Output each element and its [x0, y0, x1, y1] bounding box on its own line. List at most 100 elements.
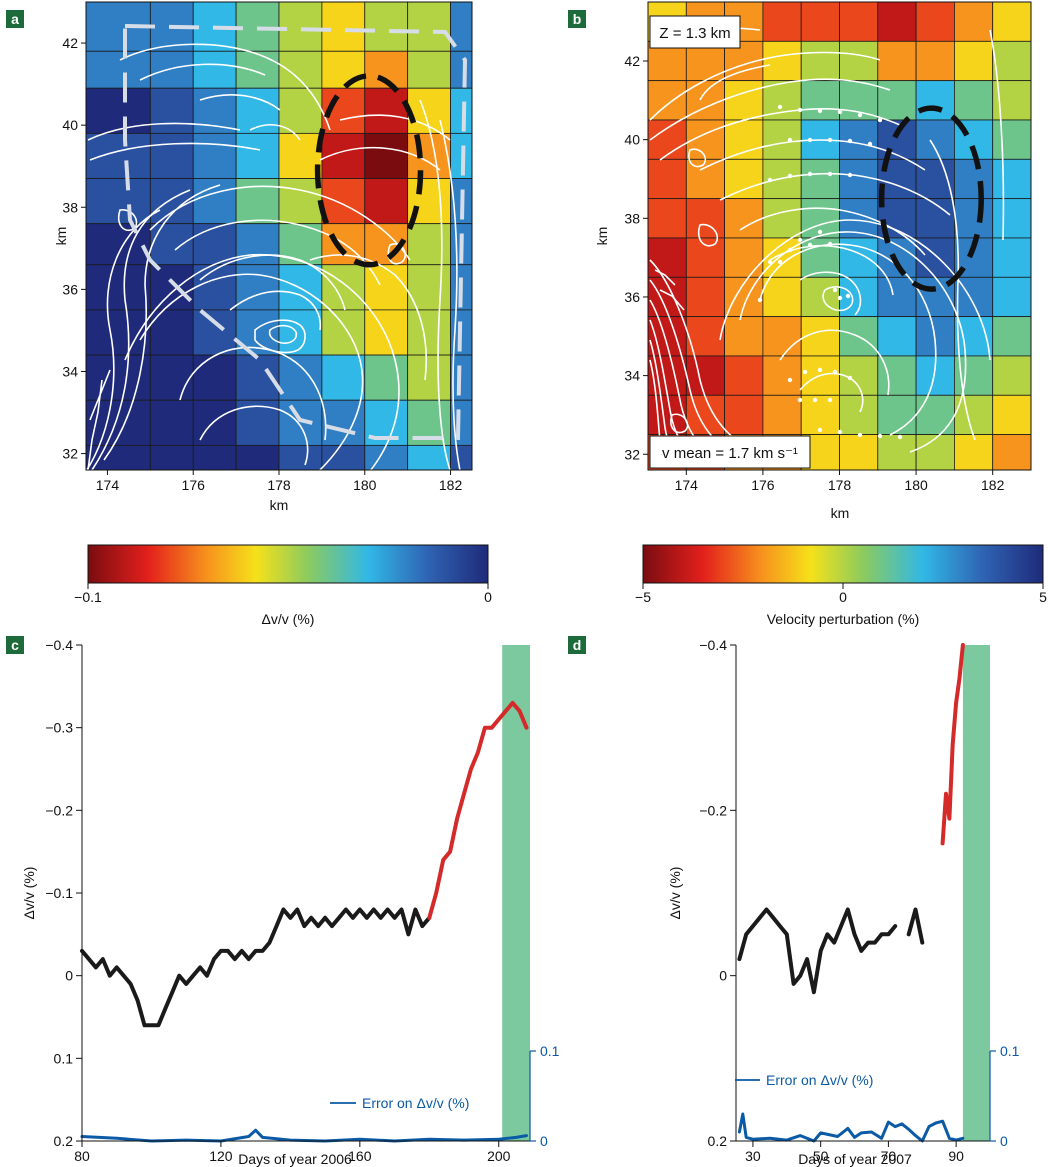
contour-marker: [767, 177, 773, 183]
right-tick-label: 0: [540, 1133, 548, 1149]
heatmap-cell: [647, 119, 687, 160]
panel-label-b: b: [568, 10, 586, 28]
heatmap-cell: [235, 264, 280, 311]
y-tick-label: 34: [62, 363, 78, 379]
panel-a-x-ticks: 174 176 178 180 182: [96, 470, 462, 493]
panel-b-y-ticks: 32 34 36 38 40 42: [624, 53, 648, 462]
contour-marker: [845, 293, 851, 299]
colorbar-b-ticks: −5 0 5: [635, 583, 1047, 605]
heatmap-cell: [192, 354, 237, 401]
heatmap-cell: [278, 399, 323, 446]
contour-marker: [797, 237, 803, 243]
contour-marker: [827, 137, 833, 143]
contour-marker: [787, 137, 793, 143]
heatmap-cell: [647, 198, 687, 239]
heatmap-cell: [278, 132, 323, 179]
heatmap-cell: [647, 158, 687, 200]
heatmap-cell: [85, 132, 151, 179]
heatmap-cell: [235, 444, 280, 471]
colorbar-a-label: Δv/v (%): [262, 611, 315, 627]
heatmap-cell: [992, 237, 1032, 278]
heatmap-cell: [85, 87, 151, 134]
colorbar-b-gradient: [642, 544, 1044, 584]
panel-b-map: Z = 1.3 km v mean = 1.7 km s⁻¹ 174 176 178…: [594, 1, 1032, 521]
heatmap-cell: [192, 444, 237, 471]
panel-a-map: 174 176 178 180 182 32 34 36 38 40 42 km km: [53, 1, 473, 513]
panel-c-timeseries: 80 120 160 200 −0.4 −0.3 −0.2 −0.1 0 0.1 0.2 0.1 0 E…: [21, 637, 560, 1167]
colorbar-tick-label: −0.1: [74, 589, 102, 605]
heatmap-cell: [235, 178, 280, 225]
contour-marker: [817, 108, 823, 114]
contour-marker: [827, 397, 833, 403]
heatmap-cell: [364, 132, 409, 179]
panel-b-anomaly-ellipse: [878, 105, 984, 292]
contour-marker: [847, 172, 853, 178]
contour-marker: [832, 369, 838, 375]
colorbar-a-gradient: [87, 544, 489, 584]
heatmap-cell: [839, 158, 879, 200]
y-tick-label: 38: [62, 199, 78, 215]
heatmap-cell: [149, 223, 194, 266]
y-tick-label: 0: [65, 968, 73, 984]
heatmap-cell: [192, 132, 237, 179]
heatmap-cell: [954, 80, 994, 121]
heatmap-cell: [762, 355, 802, 396]
contour-marker: [777, 259, 783, 265]
heatmap-cell: [149, 87, 194, 134]
heatmap-cell: [321, 309, 366, 356]
panel-b-depth-label: Z = 1.3 km: [659, 25, 730, 42]
panel-b-contour-markers: [757, 104, 903, 440]
panel-a-dashed-outline: [123, 23, 468, 440]
dv-series-line: [906, 907, 925, 945]
contour-marker: [807, 242, 813, 248]
x-tick-label: 178: [828, 477, 852, 493]
heatmap-cell: [915, 434, 955, 471]
heatmap-cell: [915, 158, 955, 200]
y-tick-label: −0.4: [45, 637, 73, 653]
panel-c-xlabel: Days of year 2006: [238, 1151, 352, 1167]
heatmap-cell: [278, 178, 323, 225]
heatmap-cell: [364, 178, 409, 225]
x-tick-label: 176: [182, 477, 206, 493]
heatmap-cell: [839, 40, 879, 82]
y-tick-label: 0.2: [708, 1133, 728, 1149]
heatmap-cell: [800, 158, 840, 200]
panel-b-x-ticks: 174 176 178 180 182: [675, 470, 1005, 493]
heatmap-cell: [839, 394, 879, 436]
panel-d-axes: 30 50 70 90 −0.4 −0.2 0 0.2 0.1 0: [699, 637, 1019, 1164]
colorbar-tick-label: 0: [839, 589, 847, 605]
heatmap-cell: [647, 80, 687, 121]
heatmap-cell: [407, 309, 451, 356]
y-tick-label: 42: [624, 53, 640, 69]
heatmap-cell: [192, 178, 237, 225]
heatmap-cell: [915, 80, 955, 121]
heatmap-cell: [762, 119, 802, 160]
y-tick-label: −0.1: [45, 885, 73, 901]
heatmap-cell: [839, 434, 879, 471]
heatmap-cell: [364, 309, 409, 356]
heatmap-cell: [85, 50, 151, 89]
contour-marker: [812, 397, 818, 403]
error-series-line: [80, 1128, 528, 1143]
contour-marker: [767, 259, 773, 265]
heatmap-cell: [877, 40, 917, 82]
heatmap-cell: [724, 198, 764, 239]
heatmap-cell: [85, 444, 151, 471]
panel-d-xlabel: Days of year 2007: [798, 1151, 912, 1167]
y-tick-label: 36: [624, 289, 640, 305]
right-tick-label: 0: [1000, 1133, 1008, 1149]
heatmap-cell: [915, 119, 955, 160]
dv-series-line: [80, 907, 432, 1028]
heatmap-cell: [450, 444, 473, 471]
heatmap-cell: [321, 50, 366, 89]
heatmap-cell: [992, 355, 1032, 396]
heatmap-cell: [915, 198, 955, 239]
contour-marker: [787, 377, 793, 383]
heatmap-cell: [192, 50, 237, 89]
heatmap-cell: [992, 198, 1032, 239]
heatmap-cell: [278, 1, 323, 52]
panel-a-anomaly-ellipse: [314, 73, 424, 268]
heatmap-cell: [992, 158, 1032, 200]
heatmap-cell: [992, 434, 1032, 471]
heatmap-cell: [685, 198, 725, 239]
